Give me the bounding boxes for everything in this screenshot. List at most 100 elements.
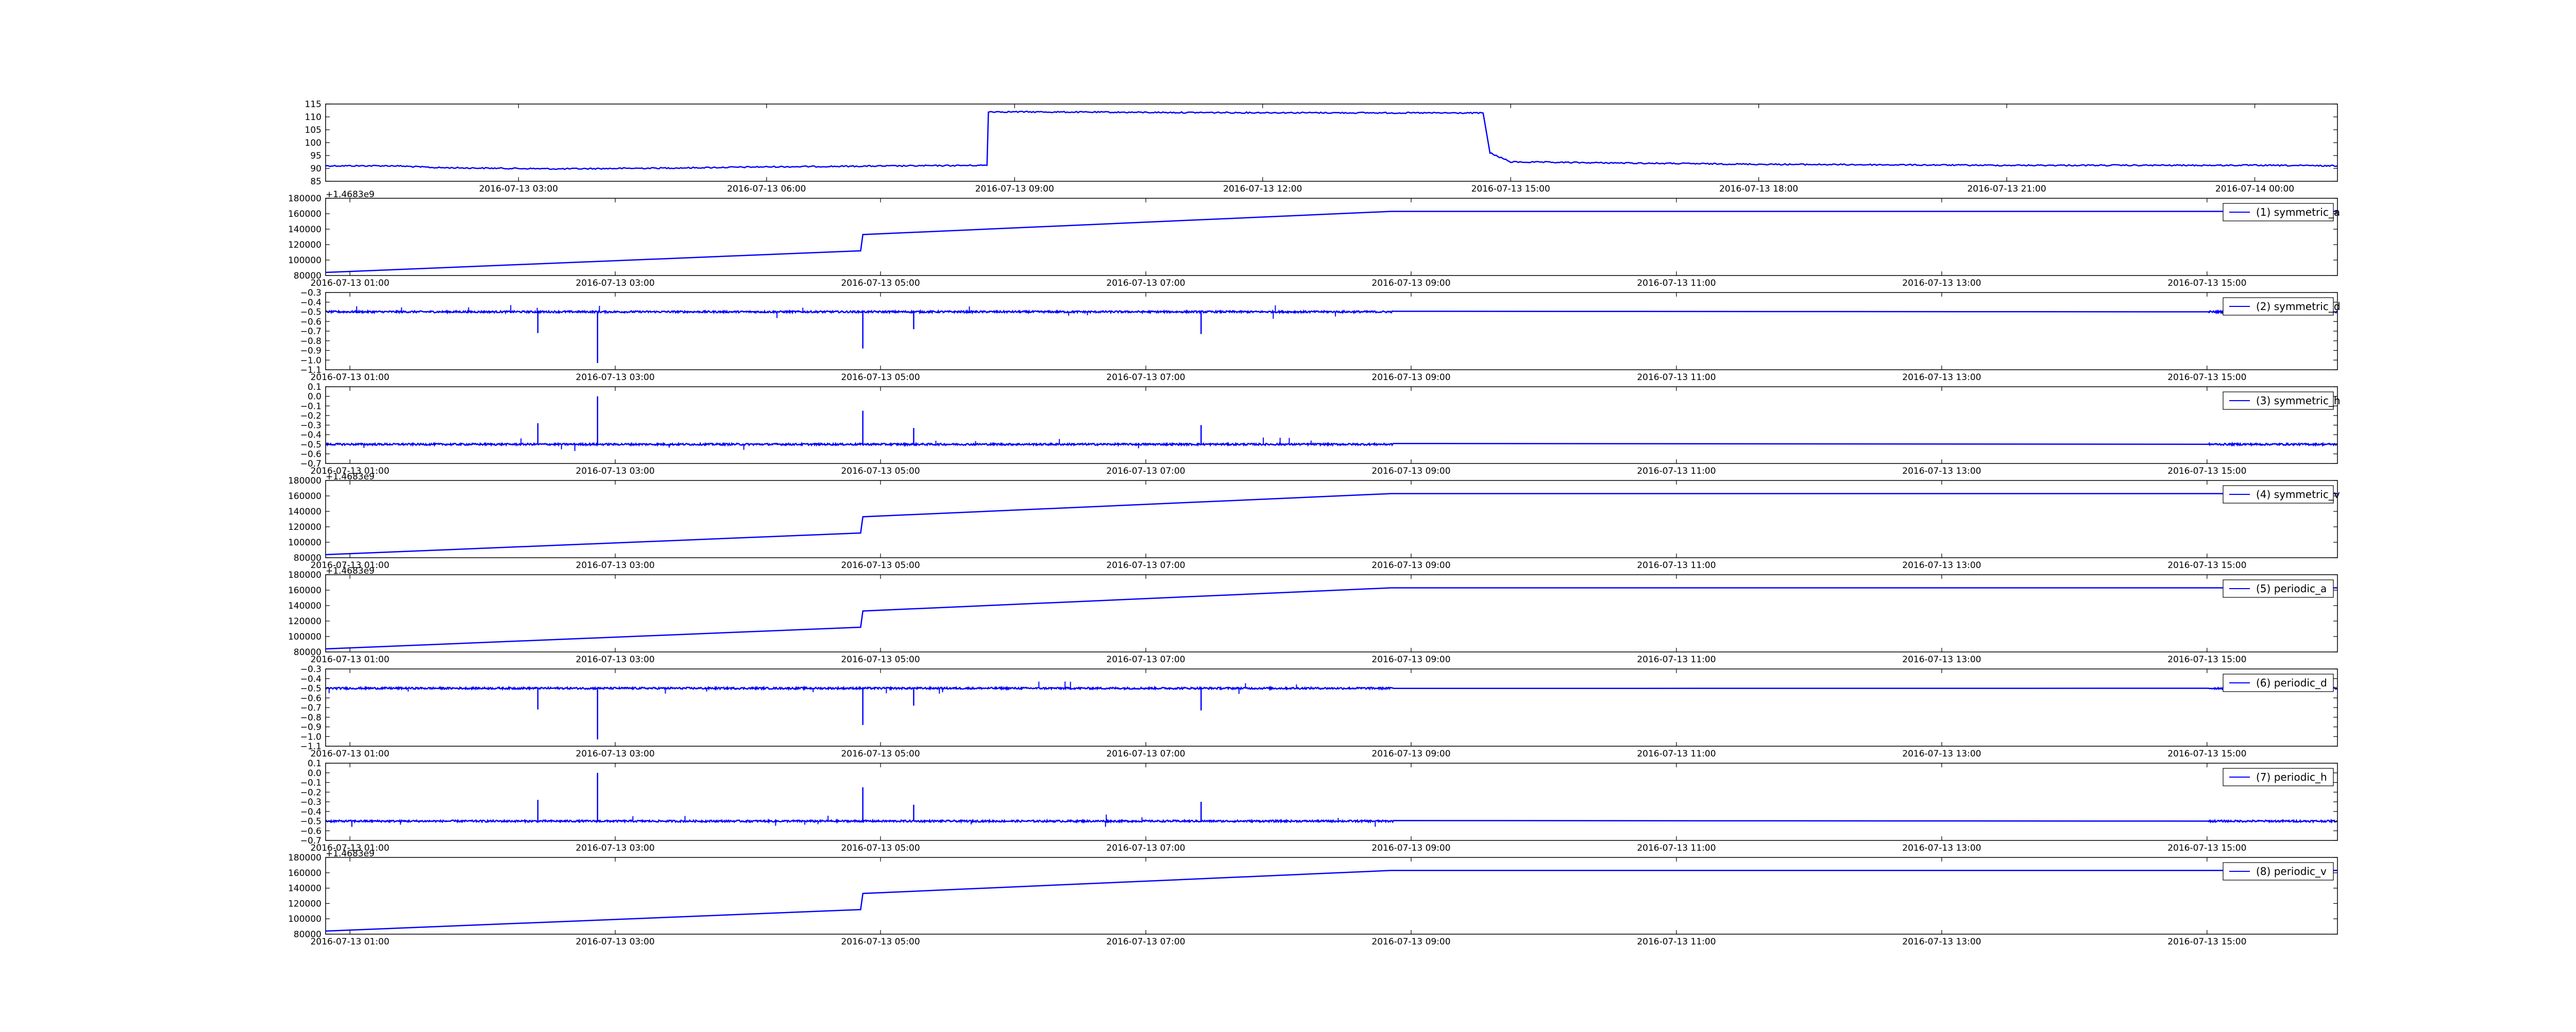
- legend-label: (4) symmetric_v: [2256, 488, 2340, 501]
- x-tick-label: 2016-07-13 07:00: [1106, 372, 1185, 383]
- y-tick-label: 120000: [288, 616, 321, 627]
- x-tick-label: 2016-07-13 03:00: [576, 937, 655, 947]
- axes-frame: [325, 763, 2338, 841]
- x-tick-label: 2016-07-13 07:00: [1106, 655, 1185, 665]
- x-tick-label: 2016-07-13 01:00: [311, 466, 389, 476]
- series-line: [326, 870, 2337, 932]
- y-tick-label: −0.1: [300, 401, 321, 411]
- y-tick-label: 95: [310, 151, 321, 161]
- x-tick-label: 2016-07-13 07:00: [1106, 278, 1185, 288]
- x-tick-label: 2016-07-13 05:00: [841, 560, 920, 571]
- x-tick-label: 2016-07-13 01:00: [311, 937, 389, 947]
- series-line: [326, 441, 2337, 448]
- y-tick-label: 100000: [288, 914, 321, 924]
- legend-label: (3) symmetric_h: [2256, 394, 2341, 407]
- x-tick-label: 2016-07-13 07:00: [1106, 843, 1185, 853]
- x-tick-label: 2016-07-13 09:00: [1371, 655, 1450, 665]
- series-line: [326, 587, 2337, 650]
- x-tick-label: 2016-07-13 01:00: [311, 560, 389, 571]
- x-tick-label: 2016-07-13 15:00: [2167, 560, 2246, 571]
- x-tick-label: 2016-07-13 11:00: [1637, 278, 1716, 288]
- y-tick-label: 80000: [294, 553, 321, 563]
- x-tick-label: 2016-07-13 13:00: [1902, 655, 1981, 665]
- y-tick-label: −0.8: [300, 336, 321, 347]
- x-tick-label: 2016-07-13 05:00: [841, 655, 920, 665]
- x-tick-label: 2016-07-13 05:00: [841, 937, 920, 947]
- y-tick-label: 90: [310, 164, 321, 174]
- x-tick-label: 2016-07-13 09:00: [1371, 937, 1450, 947]
- x-tick-label: 2016-07-13 13:00: [1902, 372, 1981, 383]
- offset-label: +1.4683e9: [326, 472, 375, 482]
- y-tick-label: −0.2: [300, 411, 321, 421]
- x-tick-label: 2016-07-13 18:00: [1719, 184, 1798, 194]
- y-tick-label: −0.6: [300, 826, 321, 836]
- y-tick-label: 180000: [288, 194, 321, 204]
- y-tick-label: −0.3: [300, 288, 321, 298]
- y-tick-label: −0.4: [300, 807, 321, 817]
- y-tick-label: −0.1: [300, 778, 321, 788]
- x-tick-label: 2016-07-13 03:00: [576, 466, 655, 476]
- y-tick-label: −0.7: [300, 703, 321, 713]
- y-tick-label: −0.7: [300, 836, 321, 846]
- x-tick-label: 2016-07-13 03:00: [576, 372, 655, 383]
- y-tick-label: −0.4: [300, 298, 321, 308]
- x-tick-label: 2016-07-13 13:00: [1902, 278, 1981, 288]
- y-tick-label: −0.7: [300, 459, 321, 469]
- y-tick-label: −0.3: [300, 664, 321, 675]
- y-tick-label: −0.5: [300, 307, 321, 318]
- y-tick-label: 140000: [288, 884, 321, 894]
- axes-frame: [325, 198, 2338, 276]
- series-line: [326, 818, 2337, 824]
- y-tick-label: −1.1: [300, 365, 321, 375]
- x-tick-label: 2016-07-13 05:00: [841, 843, 920, 853]
- y-tick-label: 110: [305, 112, 321, 123]
- x-tick-label: 2016-07-13 15:00: [2167, 937, 2246, 947]
- y-tick-label: 180000: [288, 476, 321, 486]
- y-tick-label: −0.6: [300, 317, 321, 327]
- x-tick-label: 2016-07-13 03:00: [576, 749, 655, 759]
- x-tick-label: 2016-07-13 01:00: [311, 278, 389, 288]
- y-tick-label: 80000: [294, 930, 321, 940]
- y-tick-label: 100000: [288, 632, 321, 642]
- x-tick-label: 2016-07-13 11:00: [1637, 655, 1716, 665]
- x-tick-label: 2016-07-13 01:00: [311, 843, 389, 853]
- x-tick-label: 2016-07-13 03:00: [576, 655, 655, 665]
- y-tick-label: 120000: [288, 899, 321, 909]
- x-tick-label: 2016-07-14 00:00: [2215, 184, 2294, 194]
- x-tick-label: 2016-07-13 13:00: [1902, 749, 1981, 759]
- y-tick-label: 100000: [288, 255, 321, 266]
- legend-label: (5) periodic_a: [2256, 582, 2327, 595]
- x-tick-label: 2016-07-13 01:00: [311, 372, 389, 383]
- offset-label: +1.4683e9: [326, 849, 375, 859]
- x-tick-label: 2016-07-13 13:00: [1902, 843, 1981, 853]
- series-line: [326, 685, 2337, 691]
- x-tick-label: 2016-07-13 15:00: [2167, 372, 2246, 383]
- x-tick-label: 2016-07-13 15:00: [2167, 278, 2246, 288]
- x-tick-label: 2016-07-13 11:00: [1637, 937, 1716, 947]
- y-tick-label: 115: [305, 99, 321, 110]
- axes-frame: [325, 292, 2338, 370]
- x-tick-label: 2016-07-13 11:00: [1637, 466, 1716, 476]
- y-tick-label: −0.3: [300, 797, 321, 807]
- axes-frame: [325, 574, 2338, 652]
- x-tick-label: 2016-07-13 21:00: [1967, 184, 2046, 194]
- y-tick-label: −1.1: [300, 742, 321, 752]
- y-tick-label: 100: [305, 138, 321, 148]
- legend-label: (6) periodic_d: [2256, 677, 2327, 689]
- y-tick-label: 0.1: [308, 382, 321, 392]
- x-tick-label: 2016-07-13 01:00: [311, 749, 389, 759]
- subplot-6: −1.1−1.0−0.9−0.8−0.7−0.6−0.5−0.4−0.3 2016…: [300, 664, 2338, 759]
- y-tick-label: −0.3: [300, 421, 321, 431]
- subplot-8: 80000 100000 120000 140000 160000 180000 2016-…: [288, 849, 2338, 947]
- y-tick-label: −0.8: [300, 713, 321, 723]
- x-tick-label: 2016-07-13 15:00: [2167, 749, 2246, 759]
- y-tick-label: −0.6: [300, 449, 321, 459]
- y-tick-label: 140000: [288, 601, 321, 611]
- y-tick-label: 105: [305, 125, 321, 135]
- y-tick-label: 140000: [288, 507, 321, 517]
- y-tick-label: −0.9: [300, 346, 321, 356]
- x-tick-label: 2016-07-13 11:00: [1637, 843, 1716, 853]
- y-tick-label: 180000: [288, 570, 321, 580]
- x-tick-label: 2016-07-13 07:00: [1106, 937, 1185, 947]
- y-tick-label: 80000: [294, 647, 321, 658]
